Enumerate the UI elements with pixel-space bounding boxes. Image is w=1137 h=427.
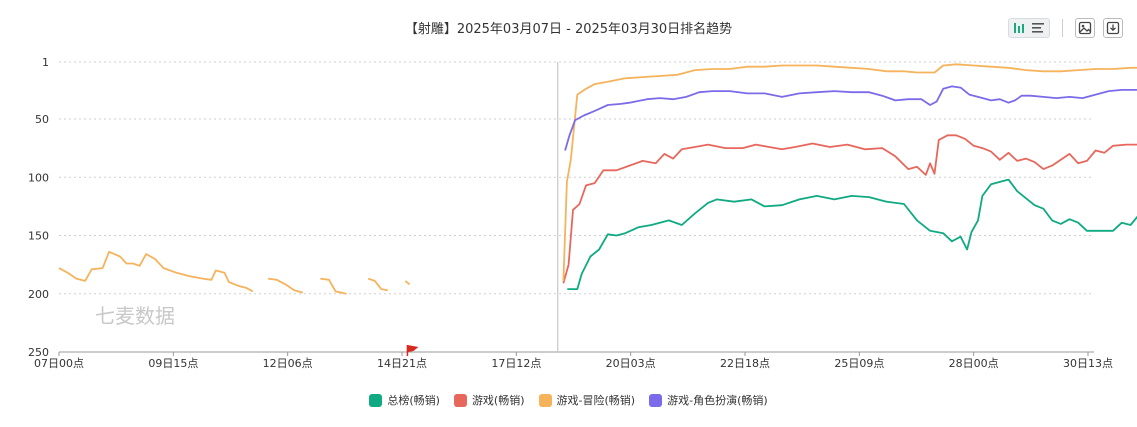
legend-swatch [538,393,552,407]
y-tick-label: 1 [42,56,49,69]
legend-item[interactable]: 游戏(畅销) [453,392,525,408]
x-tick-label: 22日18点 [720,357,770,370]
x-tick-label: 12日06点 [263,357,313,370]
view-toggle[interactable] [1008,18,1050,38]
x-tick-label: 20日03点 [606,357,656,370]
series-line-1 [562,134,1137,284]
x-tick-label: 14日21点 [377,357,427,370]
series-line-3 [564,85,1137,151]
y-tick-label: 100 [28,171,49,184]
x-tick-label: 28日00点 [949,357,999,370]
legend-item[interactable]: 总榜(畅销) [369,392,440,408]
flag-icon [407,345,419,352]
x-tick-label: 09日15点 [148,357,198,370]
y-tick-label: 250 [28,346,49,359]
y-tick-label: 200 [28,288,49,301]
legend-swatch [369,393,383,407]
x-tick-label: 17日12点 [491,357,541,370]
legend-swatch [649,393,663,407]
legend-label: 游戏(畅销) [471,394,525,407]
image-icon[interactable] [1075,18,1095,38]
x-tick-label: 25日09点 [834,357,884,370]
legend-swatch [453,393,467,407]
legend-label: 总榜(畅销) [387,394,440,407]
chart-toolbar [1008,18,1123,38]
y-tick-label: 50 [35,113,49,126]
bar-chart-icon[interactable] [1013,21,1027,35]
chart-title: 【射雕】2025年03月07日 - 2025年03月30日排名趋势 [404,22,733,37]
y-tick-label: 150 [28,230,49,243]
x-tick-label: 30日13点 [1063,357,1113,370]
chart-legend: 总榜(畅销) 游戏(畅销) 游戏-冒险(畅销) 游戏-角色扮演(畅销) [0,392,1137,408]
legend-label: 游戏-冒险(畅销) [556,394,636,407]
download-icon[interactable] [1103,18,1123,38]
series-line-2 [58,63,1137,295]
list-icon[interactable] [1031,21,1045,35]
watermark: 七麦数据 [95,304,175,328]
series-line-0 [567,178,1137,290]
x-tick-label: 07日00点 [34,357,84,370]
legend-item[interactable]: 游戏-冒险(畅销) [538,392,636,408]
legend-label: 游戏-角色扮演(畅销) [667,394,768,407]
legend-item[interactable]: 游戏-角色扮演(畅销) [649,392,768,408]
toolbar-divider [1062,19,1063,37]
